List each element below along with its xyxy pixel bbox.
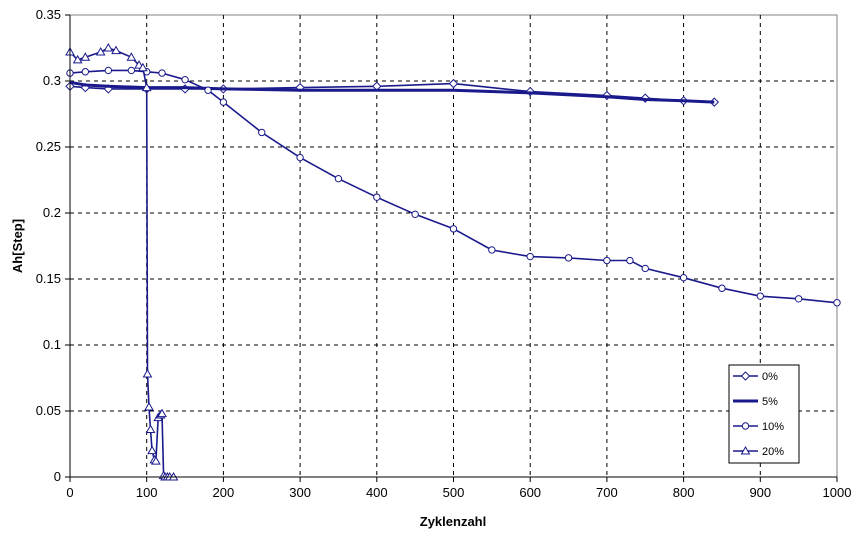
legend-item: 0% — [733, 371, 778, 383]
data-point-triangle — [144, 402, 154, 411]
data-point-circle — [158, 69, 166, 77]
data-point-triangle — [145, 424, 156, 433]
data-point-diamond — [740, 371, 751, 381]
data-point-circle — [488, 246, 496, 254]
x-tick-label: 200 — [213, 485, 235, 500]
data-point-triangle — [72, 54, 83, 64]
y-tick-label: 0.25 — [36, 139, 61, 154]
data-point-circle — [564, 254, 573, 262]
legend-label: 10% — [762, 421, 784, 433]
legend-item: 10% — [733, 421, 784, 433]
x-tick-label: 700 — [596, 485, 618, 500]
legend-label: 20% — [762, 446, 784, 458]
y-tick-label: 0.05 — [36, 403, 61, 418]
data-point-triangle — [138, 62, 148, 72]
data-point-triangle — [147, 445, 157, 455]
legend-label: 5% — [762, 396, 778, 408]
data-point-circle — [626, 256, 634, 265]
y-tick-label: 0.2 — [43, 205, 61, 220]
y-tick-label: 0 — [54, 469, 61, 484]
data-point-triangle — [103, 42, 114, 52]
x-tick-label: 1000 — [823, 485, 852, 500]
data-point-circle — [833, 299, 841, 307]
legend-item: 20% — [733, 445, 784, 458]
x-axis-ticks: 0 100 200 300 400 500 600 700 800 900 1000 — [66, 477, 851, 500]
y-axis-ticks: 0 0.05 0.1 0.15 0.2 0.25 0.3 0.35 — [36, 7, 70, 484]
data-point-circle — [718, 284, 726, 292]
legend: 0% 5% 10% 20% — [728, 364, 800, 464]
data-point-circle — [81, 68, 90, 76]
series-line — [69, 80, 715, 104]
x-tick-label: 800 — [673, 485, 695, 500]
y-tick-label: 0.35 — [36, 7, 61, 22]
data-point-triangle — [151, 456, 161, 465]
data-point-diamond — [448, 78, 459, 89]
data-point-circle — [181, 75, 189, 84]
data-point-circle — [104, 66, 113, 75]
data-point-triangle — [111, 45, 121, 55]
data-point-circle — [296, 153, 304, 162]
data-point-triangle — [80, 52, 91, 61]
data-point-circle — [756, 292, 764, 300]
y-tick-label: 0.15 — [36, 271, 61, 286]
y-axis-title: Ah[Step] — [10, 219, 25, 273]
data-point-triangle — [740, 445, 751, 455]
data-point-circle — [373, 193, 381, 201]
data-point-triangle — [142, 369, 153, 378]
x-tick-label: 500 — [443, 485, 465, 500]
data-point-circle — [679, 273, 688, 282]
data-point-triangle — [157, 408, 167, 418]
data-point-circle — [219, 98, 228, 106]
data-point-circle — [741, 422, 750, 430]
data-point-circle — [334, 174, 343, 183]
y-tick-label: 0.1 — [43, 337, 61, 352]
x-tick-label: 400 — [366, 485, 388, 500]
legend-label: 0% — [762, 371, 778, 383]
y-tick-label: 0.3 — [43, 73, 61, 88]
data-point-circle — [603, 256, 611, 265]
series-5-pct — [69, 80, 715, 104]
x-tick-label: 900 — [749, 485, 771, 500]
data-point-circle — [794, 295, 803, 303]
data-point-circle — [258, 128, 266, 137]
x-tick-label: 100 — [136, 485, 158, 500]
data-point-circle — [641, 264, 649, 273]
data-point-circle — [204, 86, 212, 94]
data-point-circle — [127, 66, 136, 75]
x-tick-label: 300 — [289, 485, 311, 500]
x-axis-title: Zyklenzahl — [420, 514, 486, 529]
x-tick-label: 600 — [519, 485, 541, 500]
x-tick-label: 0 — [66, 485, 73, 500]
data-point-circle — [411, 210, 419, 219]
data-point-circle — [449, 225, 458, 233]
data-point-circle — [526, 252, 534, 261]
data-point-triangle — [126, 52, 137, 61]
series-layer — [65, 42, 841, 481]
data-point-triangle — [95, 46, 106, 56]
legend-box — [728, 364, 800, 464]
legend-item: 5% — [733, 396, 778, 408]
data-point-triangle — [141, 82, 152, 92]
